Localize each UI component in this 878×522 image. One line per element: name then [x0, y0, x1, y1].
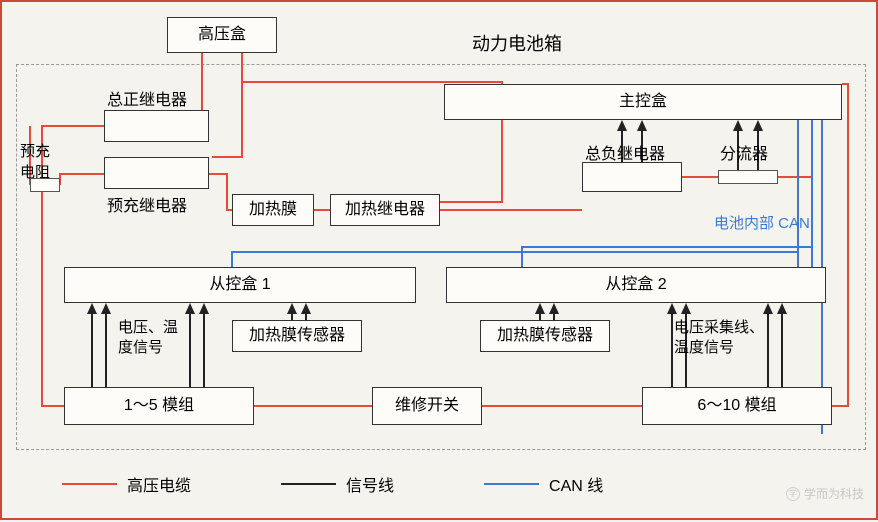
shunt-label: 分流器: [720, 140, 768, 164]
heater-film-box: 加热膜: [232, 194, 314, 226]
legend-can-swatch: [484, 483, 539, 485]
precharge-relay-label: 预充继电器: [107, 192, 187, 216]
hv-box-node: 高压盒: [167, 17, 277, 53]
legend-hv-label: 高压电缆: [127, 472, 191, 496]
pos-relay-box: [104, 110, 209, 142]
heater-film-label: 加热膜: [247, 198, 299, 221]
can-internal-label: 电池内部 CAN: [714, 212, 810, 233]
maint-switch-label: 维修开关: [393, 394, 461, 417]
heater-relay-label: 加热继电器: [343, 198, 427, 221]
precharge-res-label: 预充 电阻: [20, 140, 50, 182]
watermark: 学 学而为科技: [786, 485, 864, 502]
slave2-box: 从控盒 2: [446, 267, 826, 303]
maint-switch-box: 维修开关: [372, 387, 482, 425]
module-1-5-label: 1～5 模组: [122, 394, 196, 417]
slave1-label: 从控盒 1: [207, 273, 272, 296]
neg-relay-box: [582, 162, 682, 192]
volt-temp1-label: 电压、温 度信号: [118, 318, 178, 357]
heater-sens1-box: 加热膜传感器: [232, 320, 362, 352]
slave1-box: 从控盒 1: [64, 267, 416, 303]
watermark-icon: 学: [786, 487, 800, 501]
shunt-body: [718, 170, 778, 184]
legend: 高压电缆 信号线 CAN 线: [42, 472, 603, 496]
heater-sens2-box: 加热膜传感器: [480, 320, 610, 352]
volt-temp2-label: 电压采集线、 温度信号: [674, 318, 764, 357]
pos-relay-label: 总正继电器: [107, 86, 187, 110]
module-6-10-label: 6～10 模组: [695, 394, 778, 417]
watermark-text: 学而为科技: [804, 485, 864, 502]
heater-relay-box: 加热继电器: [330, 194, 440, 226]
precharge-res-body: [30, 178, 60, 192]
heater-sens1-label: 加热膜传感器: [247, 324, 347, 347]
legend-signal-swatch: [281, 483, 336, 485]
main-ctrl-label: 主控盒: [617, 90, 669, 113]
heater-sens2-label: 加热膜传感器: [495, 324, 595, 347]
legend-hv-swatch: [62, 483, 117, 485]
precharge-relay-box: [104, 157, 209, 189]
hv-box-label: 高压盒: [196, 23, 248, 46]
module-1-5-box: 1～5 模组: [64, 387, 254, 425]
main-ctrl-box: 主控盒: [444, 84, 842, 120]
legend-signal-label: 信号线: [346, 472, 394, 496]
diagram-title: 动力电池箱: [472, 30, 562, 56]
legend-can-label: CAN 线: [549, 472, 603, 496]
module-6-10-box: 6～10 模组: [642, 387, 832, 425]
slave2-label: 从控盒 2: [603, 273, 668, 296]
neg-relay-label: 总负继电器: [585, 140, 665, 164]
